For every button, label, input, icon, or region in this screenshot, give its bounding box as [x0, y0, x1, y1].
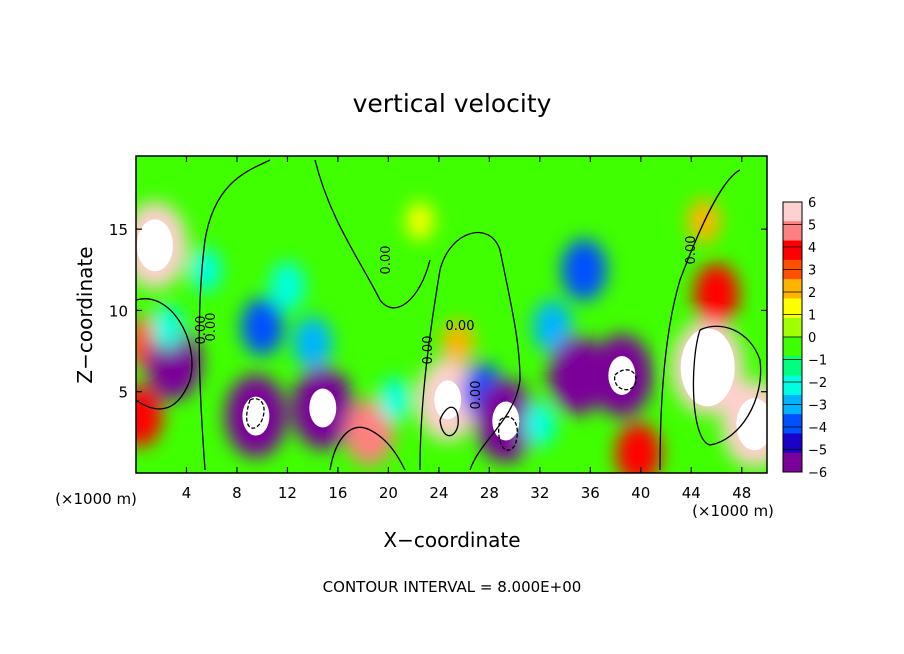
x-tick-label: 20	[379, 484, 398, 502]
zero-contour-upper-left	[198, 159, 271, 471]
colorbar-segment	[783, 298, 802, 319]
x-axis-ticks: 4 8 12 16 20 24 28 32 36 40 44 48	[182, 156, 751, 502]
colorbar-tick-label: 2	[808, 286, 816, 301]
saturated-core	[434, 380, 462, 420]
colorbar-tick-label: 3	[808, 264, 816, 279]
colorbar-segment	[783, 452, 802, 473]
contour-label: 0.00	[446, 319, 475, 334]
zero-contour-left	[136, 298, 193, 410]
field-blob	[345, 399, 394, 466]
y-tick-label: 10	[109, 302, 128, 320]
y-tick-label: 15	[109, 221, 128, 239]
field-blob	[406, 201, 434, 241]
contour-label: 0.00	[379, 246, 394, 275]
y-axis-label: Z−coordinate	[73, 246, 97, 383]
field-blob	[189, 247, 222, 293]
x-tick-label: 32	[530, 484, 549, 502]
colorbar-tick-label: 1	[808, 309, 816, 324]
colorbar-segment	[783, 317, 802, 338]
contour-labels: 0.000.000.000.000.000.000.00	[194, 236, 699, 410]
x-tick-label: 40	[631, 484, 650, 502]
field-blob	[269, 261, 306, 311]
field-blob	[293, 316, 333, 370]
colorbar-tick-label: −4	[808, 421, 827, 436]
x-unit-right: (×1000 m)	[692, 502, 774, 520]
y-tick-label: 5	[118, 384, 128, 402]
colorbar-segment	[783, 279, 802, 299]
colorbar-tick-label: −3	[808, 399, 827, 414]
field-blob	[378, 377, 412, 423]
field-blob	[693, 263, 740, 325]
neg-contour-3	[614, 369, 637, 391]
x-axis-label: X−coordinate	[383, 528, 520, 552]
colorbar-segment	[783, 337, 802, 357]
plot-frame	[135, 155, 768, 474]
velocity-field	[136, 198, 767, 473]
field-blob	[548, 336, 607, 415]
contour-label: 0.00	[194, 316, 209, 345]
zero-contour-mid	[314, 159, 431, 309]
field-blob	[241, 297, 284, 356]
x-tick-label: 24	[429, 484, 448, 502]
colorbar-segment	[783, 433, 802, 454]
saturated-core	[680, 328, 735, 407]
zero-contours	[136, 159, 762, 471]
saturated-core	[608, 355, 636, 395]
field-blob	[523, 401, 557, 447]
colorbar-tick-label: 4	[808, 241, 816, 256]
contour-interval-footer: CONTOUR INTERVAL = 8.000E+00	[323, 578, 582, 596]
colorbar-segment	[783, 375, 802, 396]
neg-contour-1	[246, 398, 265, 429]
saturated-core	[242, 396, 270, 436]
field-blob	[615, 422, 662, 473]
saturated-core	[736, 398, 767, 451]
colorbar-tick-label: 5	[808, 219, 816, 234]
colorbar-tick-label: −2	[808, 376, 827, 391]
field-blob	[441, 320, 475, 366]
pos-contour-1	[439, 406, 459, 437]
x-tick-label: 44	[682, 484, 701, 502]
zero-contour-right	[659, 169, 741, 471]
contour-label: 0.00	[421, 336, 436, 365]
zero-contour-center	[419, 232, 521, 471]
colorbar-tick-label: 0	[808, 331, 816, 346]
colorbar-segment	[783, 356, 802, 377]
field-blob	[561, 238, 607, 301]
colorbar-segment	[783, 202, 802, 222]
saturated-core	[309, 388, 337, 428]
chart-title: vertical velocity	[353, 89, 552, 118]
field-blob	[532, 300, 573, 354]
saturated-core	[492, 401, 520, 441]
field-blob	[136, 385, 163, 447]
x-tick-label: 48	[732, 484, 751, 502]
saturated-core	[136, 219, 173, 272]
colorbar: 6 5 4 3 2 1 0 −1 −2 −3 −4 −5 −6	[782, 196, 827, 481]
pos-contour-2	[692, 325, 762, 446]
neg-contour-2	[498, 416, 518, 451]
colorbar-segment	[783, 221, 802, 242]
contour-label: 0.00	[204, 313, 219, 342]
colorbar-tick-label: −6	[808, 466, 827, 481]
x-tick-label: 4	[182, 484, 192, 502]
colorbar-tick-label: −5	[808, 444, 827, 459]
field-blob	[151, 304, 184, 350]
zero-contour-lower	[329, 426, 406, 471]
contour-label: 0.00	[684, 236, 699, 265]
y-axis-ticks: 5 10 15	[109, 221, 767, 402]
x-unit-left: (×1000 m)	[55, 490, 137, 508]
contour-label: 0.00	[469, 381, 484, 410]
x-tick-label: 28	[480, 484, 499, 502]
x-tick-label: 16	[328, 484, 347, 502]
x-tick-label: 8	[232, 484, 242, 502]
colorbar-tick-label: −1	[808, 354, 827, 369]
plot-area	[135, 155, 768, 474]
x-tick-label: 12	[278, 484, 297, 502]
colorbar-segment	[783, 414, 802, 434]
x-tick-label: 36	[581, 484, 600, 502]
colorbar-segment	[783, 240, 802, 261]
colorbar-tick-label: 6	[808, 196, 816, 211]
